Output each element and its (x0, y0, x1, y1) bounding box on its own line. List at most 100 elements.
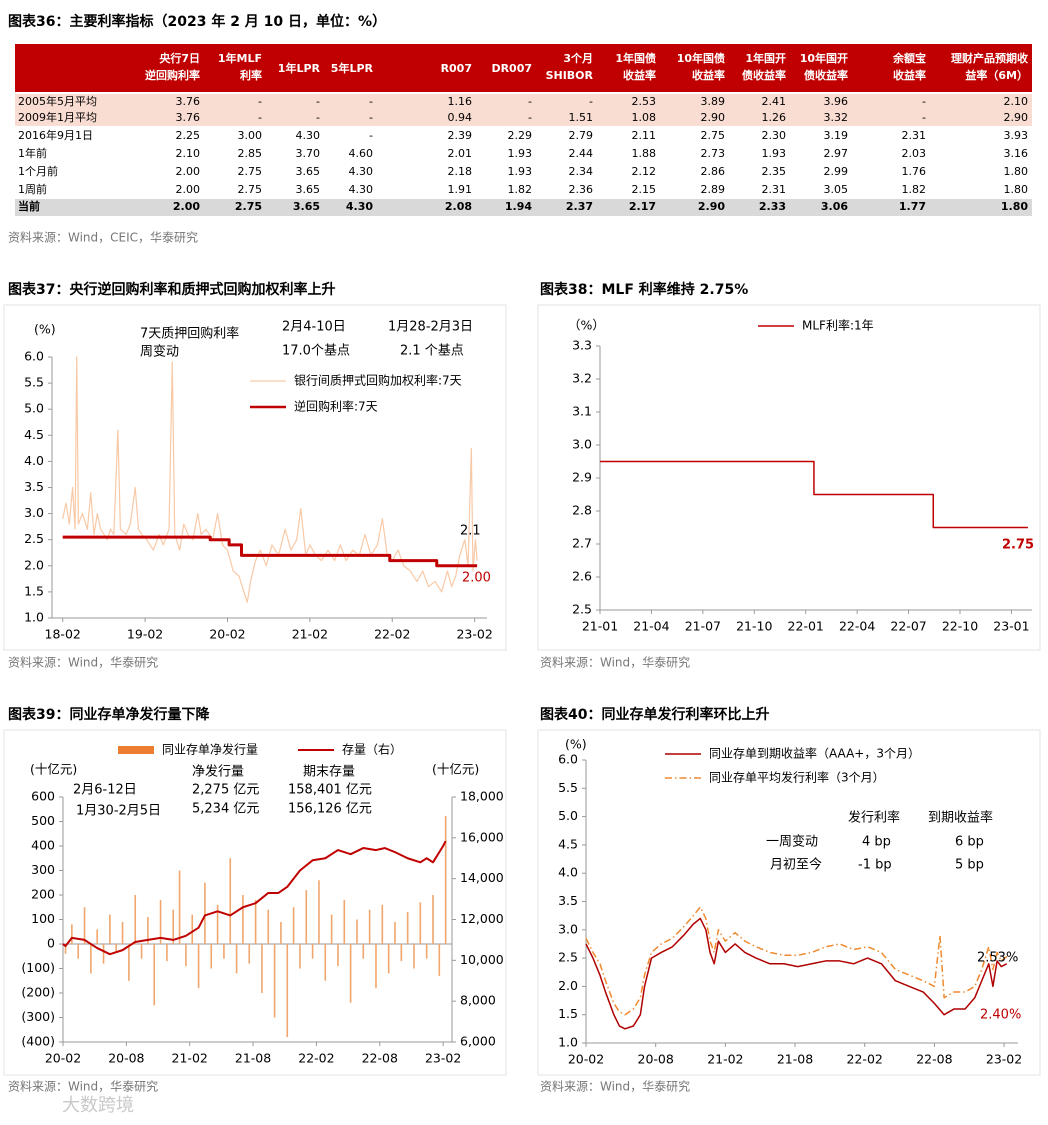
table-cell: 2.12 (632, 165, 657, 178)
watermark: 大数跨境 (62, 1095, 134, 1116)
table-cell: 4.60 (349, 147, 374, 160)
y-axis-label: (%) (34, 322, 56, 337)
table-cell: 2.75 (701, 129, 726, 142)
x-tick-label: 22-07 (890, 619, 926, 634)
table-cell: 2.90 (1004, 111, 1029, 124)
table-cell: 2.34 (569, 165, 594, 178)
table-cell: 2.10 (176, 147, 201, 160)
table-cell: 3.00 (238, 129, 263, 142)
table-cell: - (258, 95, 262, 108)
bar (375, 944, 377, 989)
table-header: 1年LPR (278, 61, 321, 75)
y-tick-label: 3.0 (572, 437, 592, 452)
table-cell: 1.16 (448, 95, 473, 108)
table-cell: 2.17 (629, 200, 656, 213)
table-header: 10年国开 (800, 51, 848, 65)
row-label: 1年前 (18, 146, 47, 160)
y-tick-label: 1.5 (558, 1006, 578, 1021)
table-header: 逆回购利率 (145, 68, 200, 82)
row-label: 1周前 (18, 182, 47, 196)
annotation: 6 bp (955, 835, 984, 850)
bar (387, 944, 390, 974)
table-cell: 2.31 (762, 183, 787, 196)
table-cell: 2.08 (445, 200, 472, 213)
bar (185, 944, 187, 967)
table-cell: 1.82 (902, 183, 927, 196)
table-cell: 2.10 (1004, 95, 1029, 108)
annotation: 156,126 亿元 (288, 802, 372, 817)
table-cell: 1.93 (508, 147, 533, 160)
y-tick-label: 2.5 (24, 531, 44, 546)
bar (210, 944, 213, 969)
table-cell: - (369, 129, 373, 142)
table-cell: 1.94 (505, 200, 532, 213)
y-tick-label: 1.5 (24, 583, 44, 598)
table-cell: 1.51 (569, 111, 594, 124)
annotation: 5 bp (955, 858, 984, 873)
y-tick-label: 600 (31, 789, 55, 804)
annotation: 158,401 亿元 (288, 783, 372, 798)
y-tick-label: 3.5 (558, 893, 578, 908)
table-header: 央行7日 (159, 51, 200, 65)
bar (159, 899, 162, 944)
annotation: 2.40% (980, 1008, 1021, 1023)
table-cell: 2.73 (701, 147, 726, 160)
y-tick-label: 6.0 (24, 349, 44, 364)
y-tick-label: 3.5 (24, 479, 44, 494)
x-tick-label: 22-04 (839, 619, 875, 634)
y-tick-label: 5.5 (558, 780, 578, 795)
bar (166, 944, 168, 962)
bar (223, 944, 225, 959)
y-tick-label: 1.0 (558, 1035, 578, 1050)
annotation: 4 bp (862, 835, 891, 850)
table-cell: 2.29 (508, 129, 533, 142)
table-cell: 2.15 (632, 183, 657, 196)
y-tick-label: 2.0 (558, 978, 578, 993)
table-cell: - (369, 111, 373, 124)
table-cell: 1.80 (1004, 183, 1029, 196)
y-tick-label: 6.0 (558, 752, 578, 767)
x-tick-label: 21-04 (633, 619, 669, 634)
table-cell: 4.30 (349, 165, 374, 178)
series-line (600, 460, 1028, 529)
bar (267, 909, 270, 944)
bar (115, 944, 118, 952)
table-header: 1年MLF (218, 51, 262, 65)
bar (102, 944, 105, 964)
y-tick-label: 500 (31, 813, 55, 828)
annotation: 2.1 个基点 (400, 344, 464, 359)
chart-title: 图表39：同业存单净发行量下降 (8, 706, 210, 723)
y-tick-label: 4.5 (558, 836, 578, 851)
y-tick-label: 2.5 (558, 950, 578, 965)
series-line (62, 356, 478, 603)
y-tick-label: 3.3 (572, 338, 592, 353)
table-cell: 2.99 (824, 165, 849, 178)
table-cell: 2.01 (448, 147, 473, 160)
table-header: 债收益率 (804, 68, 848, 82)
table-cell: 3.05 (824, 183, 849, 196)
x-tick-label: 21-02 (707, 1052, 743, 1067)
table-cell: 3.19 (824, 129, 849, 142)
table-cell: 0.94 (448, 111, 473, 124)
legend-label: 同业存单平均发行利率（3个月） (709, 770, 885, 785)
annotation: 1月30-2月5日 (76, 804, 161, 819)
annotation: 发行利率 (848, 810, 900, 826)
table-cell: 3.89 (701, 95, 726, 108)
source: 资料来源：Wind，CEIC，华泰研究 (8, 230, 198, 245)
table-cell: 2.33 (759, 200, 786, 213)
table-cell: 2.89 (701, 183, 726, 196)
annotation: -1 bp (858, 858, 892, 873)
bar (318, 880, 320, 944)
y-tick-label: 300 (31, 862, 55, 877)
legend-label: 同业存单到期收益率（AAA+，3个月） (709, 746, 920, 761)
chart-frame (537, 729, 1041, 1076)
table-cell: 4.30 (346, 200, 373, 213)
table-cell: 3.70 (296, 147, 321, 160)
table-cell: 2.18 (448, 165, 473, 178)
bar (432, 895, 434, 944)
legend-label: 逆回购利率:7天 (294, 399, 378, 414)
x-tick-label: 21-02 (172, 1051, 208, 1066)
table-cell: 1.08 (632, 111, 657, 124)
